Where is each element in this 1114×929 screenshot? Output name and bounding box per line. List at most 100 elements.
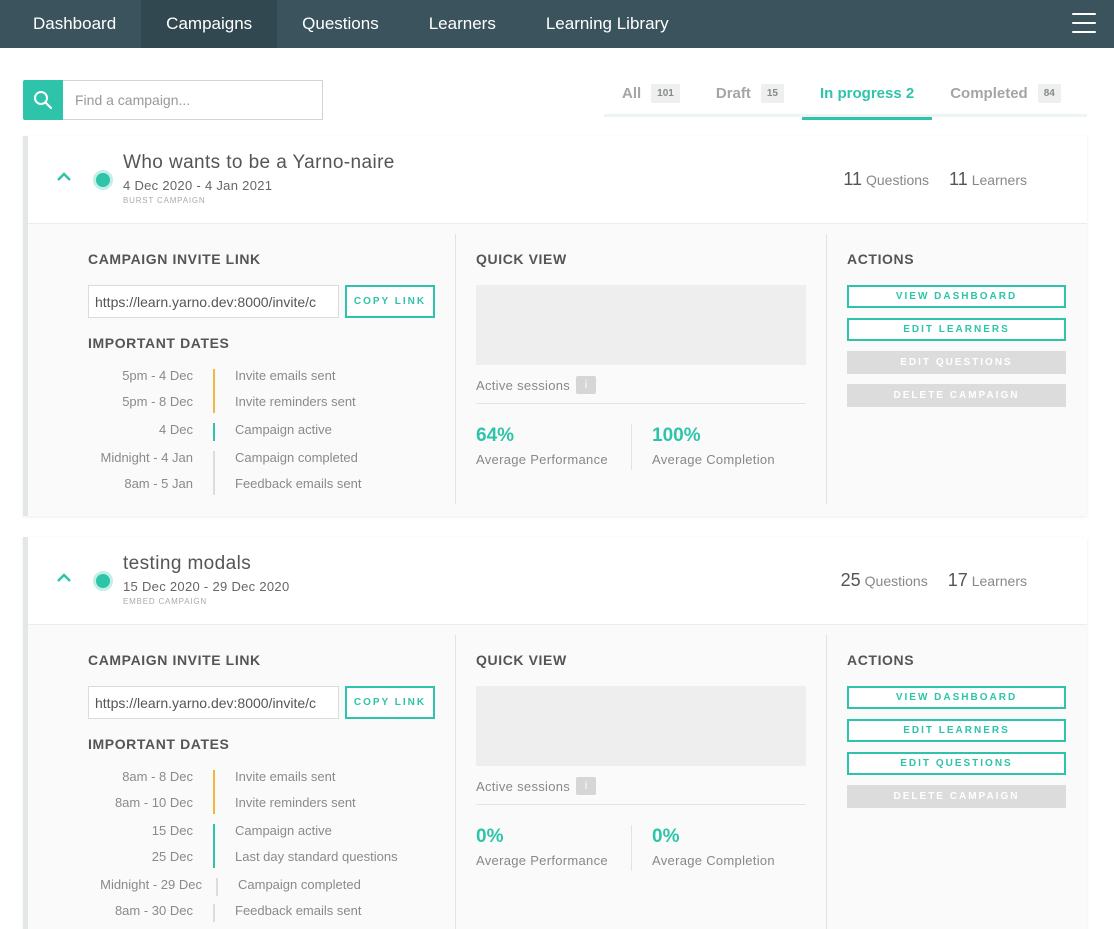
search-icon[interactable] [23, 80, 63, 120]
info-icon[interactable]: i [576, 376, 597, 394]
divider [476, 403, 806, 404]
timeline-bar [213, 824, 215, 868]
actions-heading: ACTIONS [847, 251, 915, 267]
column-divider [826, 234, 827, 504]
campaign-card: testing modals 15 Dec 2020 - 29 Dec 2020… [23, 537, 1087, 929]
timeline-bar [213, 770, 215, 814]
nav-item-questions[interactable]: Questions [302, 14, 379, 33]
hamburger-menu-icon[interactable] [1072, 13, 1096, 33]
average-completion-value: 0% [652, 826, 680, 847]
average-performance-label: Average Performance [476, 452, 608, 467]
campaign-card-header[interactable]: testing modals 15 Dec 2020 - 29 Dec 2020… [28, 537, 1087, 625]
invite-link-heading: CAMPAIGN INVITE LINK [88, 652, 261, 668]
campaign-type: BURST CAMPAIGN [123, 196, 206, 205]
campaign-title: Who wants to be a Yarno-naire [123, 152, 395, 173]
status-dot-icon [93, 170, 113, 190]
learners-stat: 17 Learners [947, 570, 1027, 590]
campaign-type: EMBED CAMPAIGN [123, 597, 207, 606]
campaign-card-body: CAMPAIGN INVITE LINK https://learn.yarno… [28, 625, 1087, 929]
tab-label: Draft [715, 85, 751, 102]
campaign-search [23, 80, 323, 120]
status-tabs: All 101 Draft 15 In progress 2 Completed 84 [604, 70, 1087, 120]
timeline-bar [213, 423, 215, 441]
metric-divider [631, 424, 632, 470]
search-input[interactable] [63, 80, 323, 120]
timeline-bar [213, 369, 215, 413]
divider [476, 804, 806, 805]
timeline-row: Midnight - 4 Jan Campaign completed [100, 450, 358, 465]
edit-learners-button[interactable]: EDIT LEARNERS [847, 318, 1066, 341]
campaign-card-header[interactable]: Who wants to be a Yarno-naire 4 Dec 2020… [28, 136, 1087, 224]
chevron-up-icon[interactable] [56, 170, 72, 182]
tab-count-badge: 15 [760, 84, 784, 103]
timeline-row: 5pm - 4 Dec Invite emails sent [122, 368, 336, 383]
campaign-stats: 25 Questions 17 Learners [841, 570, 1027, 591]
status-dot-icon [93, 571, 113, 591]
tab-draft[interactable]: Draft 15 [698, 70, 802, 117]
campaign-stats: 11 Questions 11 Learners [843, 169, 1027, 190]
tab-in-progress[interactable]: In progress 2 [802, 70, 933, 120]
timeline-row: Midnight - 29 Dec Campaign completed [100, 877, 361, 892]
campaign-dates: 4 Dec 2020 - 4 Jan 2021 [123, 178, 273, 193]
metric-divider [631, 825, 632, 871]
important-dates-heading: IMPORTANT DATES [88, 335, 230, 351]
timeline-row: 8am - 10 Dec Invite reminders sent [114, 795, 356, 810]
timeline-bar [213, 451, 215, 495]
column-divider [826, 635, 827, 929]
quick-view-heading: QUICK VIEW [476, 652, 567, 668]
invite-link-field[interactable]: https://learn.yarno.dev:8000/invite/c [88, 285, 339, 318]
timeline-row: 15 Dec Campaign active [151, 823, 332, 838]
quick-view-chart [476, 285, 806, 365]
timeline-row: 8am - 30 Dec Feedback emails sent [114, 903, 362, 918]
edit-questions-button[interactable]: EDIT QUESTIONS [847, 752, 1066, 775]
tab-label: All [622, 85, 642, 102]
info-icon[interactable]: i [576, 777, 597, 795]
average-performance-label: Average Performance [476, 853, 608, 868]
edit-learners-button[interactable]: EDIT LEARNERS [847, 719, 1066, 742]
delete-campaign-button[interactable]: DELETE CAMPAIGN [847, 785, 1066, 808]
nav-item-learners[interactable]: Learners [428, 14, 496, 33]
edit-questions-button[interactable]: EDIT QUESTIONS [847, 351, 1066, 374]
campaign-title: testing modals [123, 553, 252, 574]
campaign-card: Who wants to be a Yarno-naire 4 Dec 2020… [23, 136, 1087, 516]
campaign-card-body: CAMPAIGN INVITE LINK https://learn.yarno… [28, 224, 1087, 515]
invite-link-field[interactable]: https://learn.yarno.dev:8000/invite/c [88, 686, 339, 719]
average-completion-label: Average Completion [652, 452, 775, 467]
active-sessions-label: Active sessions i [476, 777, 597, 795]
tab-all[interactable]: All 101 [604, 70, 698, 117]
timeline-row: 5pm - 8 Dec Invite reminders sent [122, 394, 356, 409]
actions-heading: ACTIONS [847, 652, 915, 668]
delete-campaign-button[interactable]: DELETE CAMPAIGN [847, 384, 1066, 407]
nav-item-dashboard[interactable]: Dashboard [33, 14, 117, 33]
view-dashboard-button[interactable]: VIEW DASHBOARD [847, 686, 1066, 709]
questions-stat: 11 Questions [843, 169, 930, 189]
timeline-bar [216, 878, 218, 896]
timeline-row: 4 Dec Campaign active [159, 422, 332, 437]
tab-count-badge: 101 [651, 84, 680, 103]
nav-item-campaigns[interactable]: Campaigns [141, 0, 278, 48]
average-completion-value: 100% [652, 425, 701, 446]
tab-label: Completed [950, 85, 1028, 102]
nav-item-learning-library[interactable]: Learning Library [545, 14, 669, 33]
copy-link-button[interactable]: COPY LINK [345, 285, 435, 318]
timeline-row: 25 Dec Last day standard questions [151, 849, 398, 864]
active-sessions-label: Active sessions i [476, 376, 597, 394]
invite-link-heading: CAMPAIGN INVITE LINK [88, 251, 261, 267]
tab-count-badge: 84 [1037, 84, 1061, 103]
important-dates-heading: IMPORTANT DATES [88, 736, 230, 752]
quick-view-heading: QUICK VIEW [476, 251, 567, 267]
column-divider [455, 234, 456, 504]
column-divider [455, 635, 456, 929]
view-dashboard-button[interactable]: VIEW DASHBOARD [847, 285, 1066, 308]
tab-completed[interactable]: Completed 84 [932, 70, 1079, 117]
questions-stat: 25 Questions [840, 570, 928, 590]
tab-label: In progress 2 [820, 85, 915, 102]
average-completion-label: Average Completion [652, 853, 775, 868]
average-performance-value: 64% [476, 425, 515, 446]
average-performance-value: 0% [476, 826, 504, 847]
chevron-up-icon[interactable] [56, 571, 72, 583]
timeline-bar [213, 904, 215, 922]
copy-link-button[interactable]: COPY LINK [345, 686, 435, 719]
timeline-row: 8am - 8 Dec Invite emails sent [122, 769, 336, 784]
quick-view-chart [476, 686, 806, 766]
